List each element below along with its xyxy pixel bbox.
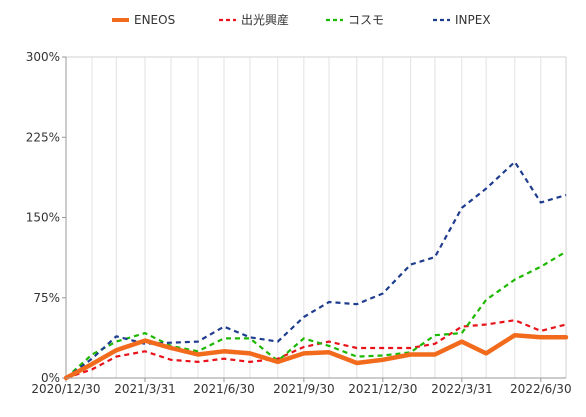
x-tick-label: 2021/3/31 [114, 382, 176, 396]
y-tick-label: 0% [41, 371, 60, 385]
x-tick-label: 2022/3/31 [431, 382, 493, 396]
legend-label: コスモ [348, 13, 384, 27]
legend-label: ENEOS [134, 13, 175, 27]
series-line-2 [65, 319, 567, 380]
x-tick-label: 2021/12/30 [348, 382, 417, 396]
y-tick-label: 225% [26, 130, 60, 144]
x-tick-label: 2020/12/30 [31, 382, 100, 396]
x-tick-label: 2021/6/30 [193, 382, 255, 396]
series-line-1 [63, 332, 569, 381]
legend-label: INPEX [455, 13, 491, 27]
series-line-4 [65, 160, 567, 379]
y-tick-label: 75% [33, 291, 60, 305]
series-line-3 [65, 250, 567, 379]
y-tick-label: 150% [26, 211, 60, 225]
y-tick-label: 300% [26, 50, 60, 64]
legend-label: 出光興産 [241, 12, 289, 27]
x-tick-label: 2022/6/30 [510, 382, 572, 396]
x-tick-label: 2021/9/30 [273, 382, 335, 396]
